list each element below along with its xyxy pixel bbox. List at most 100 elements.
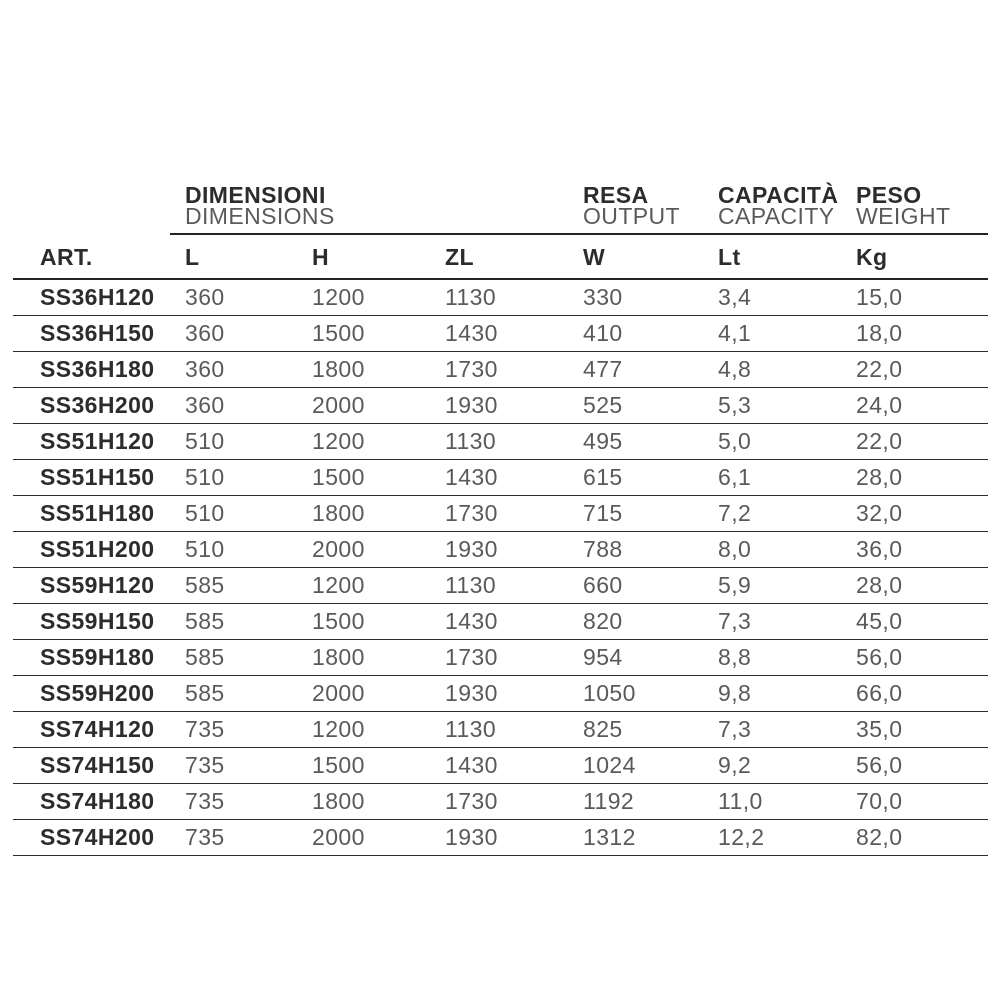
value-cell-w: 1192 <box>568 783 704 820</box>
column-header-lt: Lt <box>703 234 842 280</box>
value-cell-h: 1200 <box>297 423 430 460</box>
value-cell-lt: 11,0 <box>703 783 842 820</box>
value-cell-w: 525 <box>568 387 704 424</box>
value-cell-lt: 3,4 <box>703 279 842 316</box>
value-cell-kg: 24,0 <box>841 387 989 424</box>
value-cell-h: 1800 <box>297 639 430 676</box>
art-code-cell: SS74H120 <box>13 711 170 748</box>
group-label-italian: RESA <box>583 182 649 208</box>
art-code-cell: SS51H200 <box>13 531 170 568</box>
art-code-cell: SS51H180 <box>13 495 170 532</box>
value-cell-zl: 1130 <box>430 279 569 316</box>
value-cell-l: 735 <box>170 783 297 820</box>
value-cell-zl: 1130 <box>430 567 569 604</box>
table-row: SS51H180 510 1800 1730 715 7,2 32,0 <box>13 495 989 532</box>
art-code-cell: SS74H150 <box>13 747 170 784</box>
value-cell-h: 1800 <box>297 495 430 532</box>
table-row: SS51H200 510 2000 1930 788 8,0 36,0 <box>13 531 989 568</box>
art-code-cell: SS36H200 <box>13 387 170 424</box>
table-row: SS74H180 735 1800 1730 1192 11,0 70,0 <box>13 783 989 820</box>
value-cell-kg: 56,0 <box>841 747 989 784</box>
column-header-zl: ZL <box>430 234 569 280</box>
column-group-header-row: DIMENSIONI DIMENSIONS RESA OUTPUT CAPACI… <box>13 175 989 235</box>
value-cell-lt: 7,2 <box>703 495 842 532</box>
value-cell-zl: 1930 <box>430 819 569 856</box>
value-cell-lt: 4,8 <box>703 351 842 388</box>
art-code-cell: SS59H200 <box>13 675 170 712</box>
table-row: SS51H120 510 1200 1130 495 5,0 22,0 <box>13 423 989 460</box>
value-cell-lt: 9,8 <box>703 675 842 712</box>
value-cell-l: 510 <box>170 423 297 460</box>
value-cell-lt: 12,2 <box>703 819 842 856</box>
value-cell-l: 585 <box>170 603 297 640</box>
column-header-h: H <box>297 234 430 280</box>
value-cell-kg: 28,0 <box>841 567 989 604</box>
column-header-l: L <box>170 234 297 280</box>
value-cell-l: 585 <box>170 675 297 712</box>
column-header-kg: Kg <box>841 234 989 280</box>
table-row: SS36H180 360 1800 1730 477 4,8 22,0 <box>13 351 989 388</box>
value-cell-w: 615 <box>568 459 704 496</box>
value-cell-zl: 1130 <box>430 711 569 748</box>
value-cell-kg: 45,0 <box>841 603 989 640</box>
value-cell-kg: 32,0 <box>841 495 989 532</box>
value-cell-h: 1200 <box>297 711 430 748</box>
group-label-italian: DIMENSIONI <box>185 182 326 208</box>
value-cell-h: 1200 <box>297 567 430 604</box>
art-code-cell: SS36H120 <box>13 279 170 316</box>
value-cell-h: 1800 <box>297 783 430 820</box>
value-cell-zl: 1430 <box>430 747 569 784</box>
value-cell-h: 1500 <box>297 459 430 496</box>
value-cell-zl: 1730 <box>430 639 569 676</box>
value-cell-w: 825 <box>568 711 704 748</box>
group-weight: PESO WEIGHT <box>841 175 989 235</box>
group-label-italian: PESO <box>856 182 922 208</box>
value-cell-w: 715 <box>568 495 704 532</box>
art-code-cell: SS74H200 <box>13 819 170 856</box>
column-header-w: W <box>568 234 704 280</box>
table-row: SS36H120 360 1200 1130 330 3,4 15,0 <box>13 279 989 316</box>
value-cell-zl: 1930 <box>430 387 569 424</box>
value-cell-kg: 56,0 <box>841 639 989 676</box>
art-code-cell: SS51H150 <box>13 459 170 496</box>
value-cell-zl: 1430 <box>430 603 569 640</box>
value-cell-w: 495 <box>568 423 704 460</box>
table-row: SS59H120 585 1200 1130 660 5,9 28,0 <box>13 567 989 604</box>
table-row: SS59H150 585 1500 1430 820 7,3 45,0 <box>13 603 989 640</box>
value-cell-lt: 7,3 <box>703 711 842 748</box>
value-cell-lt: 9,2 <box>703 747 842 784</box>
product-spec-table: DIMENSIONI DIMENSIONS RESA OUTPUT CAPACI… <box>13 175 989 856</box>
table-row: SS59H180 585 1800 1730 954 8,8 56,0 <box>13 639 989 676</box>
value-cell-w: 660 <box>568 567 704 604</box>
value-cell-kg: 28,0 <box>841 459 989 496</box>
group-label-english: WEIGHT <box>856 203 951 229</box>
table-row: SS36H150 360 1500 1430 410 4,1 18,0 <box>13 315 989 352</box>
value-cell-lt: 5,9 <box>703 567 842 604</box>
table-row: SS59H200 585 2000 1930 1050 9,8 66,0 <box>13 675 989 712</box>
value-cell-w: 330 <box>568 279 704 316</box>
value-cell-zl: 1730 <box>430 351 569 388</box>
value-cell-h: 1800 <box>297 351 430 388</box>
value-cell-kg: 15,0 <box>841 279 989 316</box>
value-cell-w: 1050 <box>568 675 704 712</box>
table-row: SS74H120 735 1200 1130 825 7,3 35,0 <box>13 711 989 748</box>
value-cell-lt: 7,3 <box>703 603 842 640</box>
art-code-cell: SS59H180 <box>13 639 170 676</box>
column-header-art: ART. <box>13 234 170 280</box>
value-cell-zl: 1430 <box>430 459 569 496</box>
value-cell-l: 585 <box>170 639 297 676</box>
group-spacer <box>13 175 170 234</box>
table-row: SS74H150 735 1500 1430 1024 9,2 56,0 <box>13 747 989 784</box>
art-code-cell: SS74H180 <box>13 783 170 820</box>
group-label-english: OUTPUT <box>583 203 680 229</box>
value-cell-kg: 36,0 <box>841 531 989 568</box>
table-row: SS36H200 360 2000 1930 525 5,3 24,0 <box>13 387 989 424</box>
value-cell-lt: 8,8 <box>703 639 842 676</box>
group-label-english: DIMENSIONS <box>185 203 335 229</box>
table-row: SS51H150 510 1500 1430 615 6,1 28,0 <box>13 459 989 496</box>
value-cell-h: 2000 <box>297 675 430 712</box>
value-cell-kg: 35,0 <box>841 711 989 748</box>
value-cell-zl: 1930 <box>430 675 569 712</box>
group-capacity: CAPACITÀ CAPACITY <box>703 175 842 235</box>
value-cell-zl: 1130 <box>430 423 569 460</box>
